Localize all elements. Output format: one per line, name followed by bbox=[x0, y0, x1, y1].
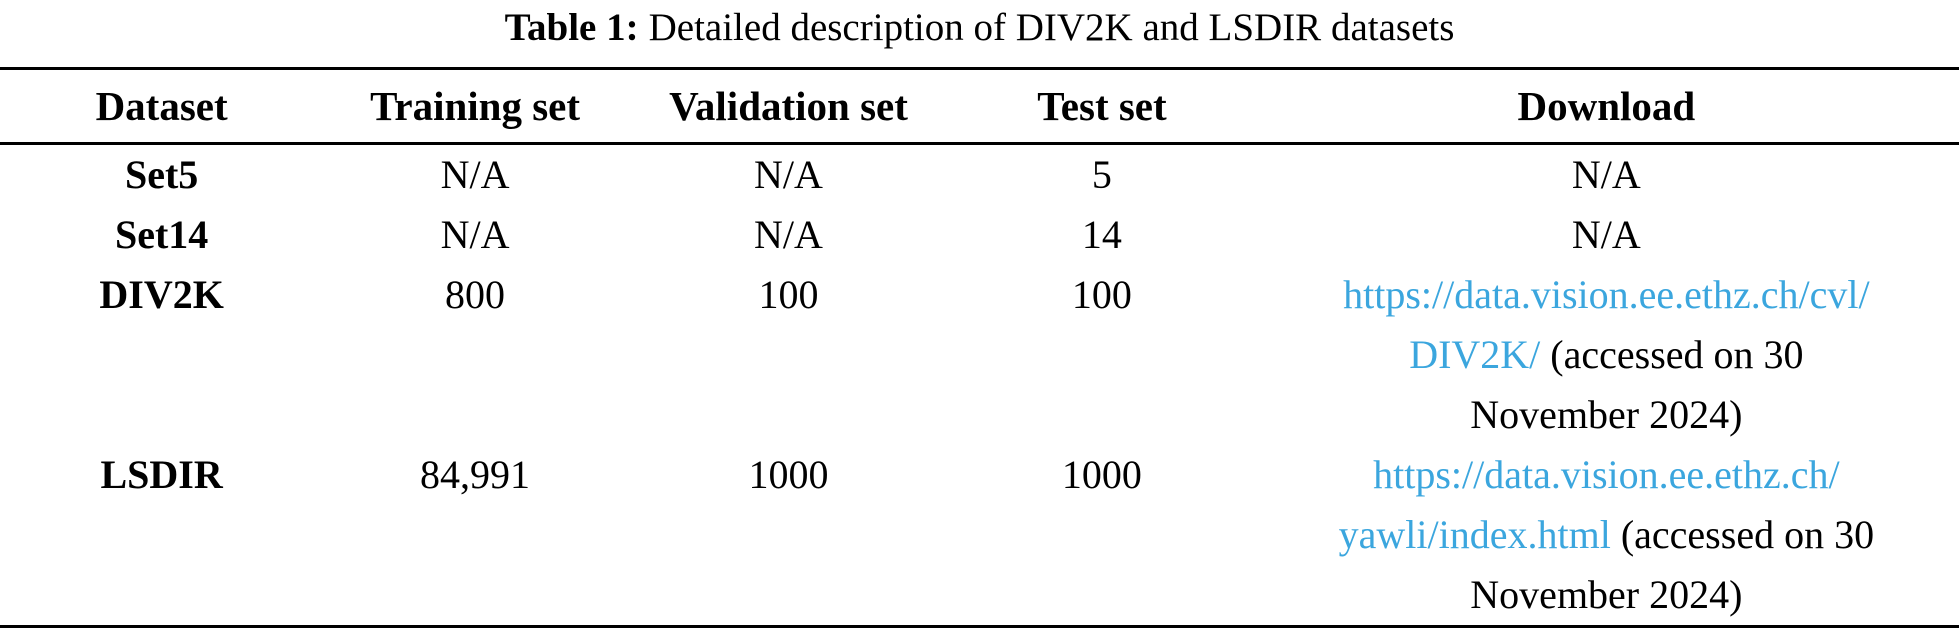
col-header-training: Training set bbox=[323, 68, 627, 145]
dataset-name-cell: DIV2K bbox=[99, 272, 224, 317]
col-header-download: Download bbox=[1253, 68, 1959, 145]
validation-set-cell: N/A bbox=[754, 152, 823, 197]
training-set-cell: N/A bbox=[440, 152, 510, 197]
training-set-cell: 84,991 bbox=[420, 452, 531, 497]
download-line: November 2024) bbox=[1470, 392, 1742, 437]
lsdir-download-link[interactable]: yawli/index.html bbox=[1338, 512, 1611, 557]
training-set-cell: N/A bbox=[440, 212, 510, 257]
caption-label: Table 1: bbox=[504, 6, 639, 49]
validation-set-cell: 100 bbox=[758, 272, 819, 317]
test-set-cell: 5 bbox=[1091, 152, 1112, 197]
download-line: https://data.vision.ee.ethz.ch/cvl/ bbox=[1343, 272, 1870, 317]
validation-set-cell: N/A bbox=[754, 212, 823, 257]
table-row-lsdir: LSDIR 84,991 1000 1000 https://data.visi… bbox=[0, 445, 1959, 627]
download-plain-text: (accessed on 30 bbox=[1610, 512, 1875, 557]
download-cell: https://data.vision.ee.ethz.ch/cvl/ DIV2… bbox=[1254, 265, 1959, 445]
col-header-validation: Validation set bbox=[626, 68, 951, 145]
col-header-test: Test set bbox=[950, 68, 1254, 145]
download-plain-text: (accessed on 30 bbox=[1540, 332, 1804, 377]
download-cell: N/A bbox=[1571, 152, 1641, 197]
download-plain-text: November 2024) bbox=[1470, 392, 1743, 437]
download-line: yawli/index.html (accessed on 30 bbox=[1339, 512, 1874, 557]
div2k-download-link[interactable]: https://data.vision.ee.ethz.ch/cvl/ bbox=[1343, 272, 1870, 317]
dataset-name-cell: Set14 bbox=[114, 212, 209, 257]
test-set-cell: 100 bbox=[1071, 272, 1132, 317]
download-line: DIV2K/ (accessed on 30 bbox=[1409, 332, 1803, 377]
download-cell: https://data.vision.ee.ethz.ch/ yawli/in… bbox=[1254, 445, 1959, 627]
validation-set-cell: 1000 bbox=[748, 452, 829, 497]
datasets-table: Dataset Training set Validation set Test… bbox=[0, 67, 1959, 628]
test-set-cell: 14 bbox=[1081, 212, 1122, 257]
dataset-name-cell: LSDIR bbox=[100, 452, 223, 497]
table-caption: Table 1: Detailed description of DIV2K an… bbox=[0, 0, 1959, 67]
test-set-cell: 1000 bbox=[1061, 452, 1142, 497]
lsdir-download-link[interactable]: https://data.vision.ee.ethz.ch/ bbox=[1373, 452, 1840, 497]
download-plain-text: November 2024) bbox=[1470, 572, 1743, 617]
training-set-cell: 800 bbox=[445, 272, 506, 317]
table-row-set5: Set5 N/A N/A 5 N/A bbox=[0, 144, 1959, 206]
caption-text: Detailed description of DIV2K and LSDIR … bbox=[648, 6, 1455, 49]
col-header-dataset: Dataset bbox=[0, 68, 324, 145]
download-cell: N/A bbox=[1571, 212, 1641, 257]
download-line: November 2024) bbox=[1470, 572, 1742, 617]
table-row-div2k: DIV2K 800 100 100 https://data.vision.ee… bbox=[0, 265, 1959, 445]
table-row-set14: Set14 N/A N/A 14 N/A bbox=[0, 205, 1959, 265]
download-line: https://data.vision.ee.ethz.ch/ bbox=[1373, 452, 1840, 497]
div2k-download-link[interactable]: DIV2K/ bbox=[1409, 332, 1541, 377]
header-row: Dataset Training set Validation set Test… bbox=[0, 68, 1959, 145]
dataset-name-cell: Set5 bbox=[124, 152, 199, 197]
